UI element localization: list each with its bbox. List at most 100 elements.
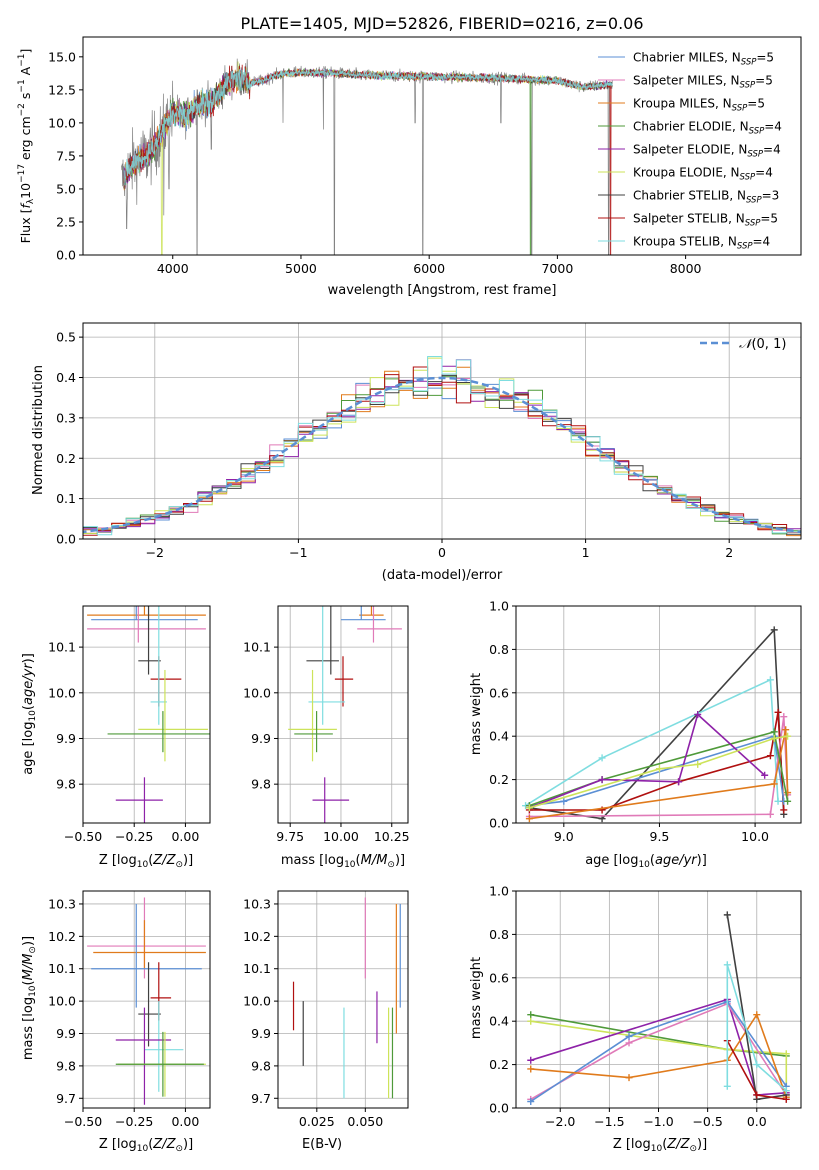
legend-nssp: =5: [747, 97, 765, 111]
series-line: [529, 730, 789, 807]
series-point: [782, 1095, 790, 1103]
legend-nssp: =5: [760, 212, 778, 226]
legend-nssp: =4: [763, 143, 781, 157]
series-point: [527, 1056, 535, 1064]
y-tick-label: 10.1: [243, 640, 271, 655]
spectrum-legend: Chabrier MILES, NSSP=5 Salpeter MILES, NS…: [598, 51, 782, 252]
series-point: [625, 1039, 633, 1047]
y-tick-label: 9.8: [56, 777, 76, 792]
x-tick-label: 9.0: [554, 829, 574, 844]
series-point: [723, 1082, 731, 1090]
x-tick-label: −0.25: [115, 1114, 153, 1129]
massweight-age-panel: 9.0 9.5 10.0 0.0 0.2 0.4 0.6 0.8 1.0 age [log10(…: [469, 599, 802, 870]
y-tick-label: 10.2: [48, 929, 76, 944]
legend-label: Chabrier MILES, NSSP=5: [633, 51, 774, 68]
x-tick-label: −1: [289, 545, 307, 560]
axes-border: [82, 36, 802, 256]
y-tick-label: 10.0: [48, 685, 76, 700]
legend-sub: SSP: [749, 127, 765, 137]
axes-frame: 0.025 0.050 9.7 9.8 9.9 10.0 10.1 10.2 10.3: [243, 890, 409, 1129]
axes-border: [277, 890, 409, 1109]
series-point: [598, 776, 606, 784]
series-point: [770, 728, 778, 736]
y-tick-label: 9.9: [56, 1026, 76, 1041]
y-tick-label: 10.1: [48, 961, 76, 976]
legend-label: Kroupa STELIB, NSSP=4: [633, 235, 770, 252]
axes-frame: 4000 5000 6000 7000 8000 0.0 2.5 5.0 7.5 10.0 12.5…: [48, 36, 802, 276]
spectrum-ylabel: Flux [fλ10−17 erg cm−2 s−1 A−1]: [17, 49, 36, 244]
y-tick-label: 10.0: [243, 685, 271, 700]
x-tick-label: 9.5: [650, 829, 670, 844]
legend-label: Kroupa MILES, NSSP=5: [633, 97, 765, 114]
y-tick-label: 0.6: [489, 685, 509, 700]
y-tick-label: 0.5: [56, 330, 76, 345]
y-tick-label: 0.8: [489, 642, 509, 657]
y-tick-label: 9.8: [251, 777, 271, 792]
series-point: [766, 676, 774, 684]
y-tick-label: 9.8: [251, 1058, 271, 1073]
residuals-ylabel: Normed distribution: [31, 365, 46, 495]
x-tick-label: −1.5: [594, 1114, 624, 1129]
x-tick-label: −0.50: [64, 829, 102, 844]
legend-nssp: =5: [755, 74, 773, 88]
age-mass-panel: 9.75 10.00 10.25 9.8 9.9 10.0 10.1 mass [log10…: [243, 605, 410, 870]
plot-marks: [83, 356, 801, 538]
x-tick-label: −2: [146, 545, 164, 560]
x-tick-label: 5000: [285, 261, 317, 276]
legend-sub: SSP: [746, 196, 762, 206]
series-point: [525, 815, 533, 823]
series-point: [625, 1032, 633, 1040]
y-tick-label: 0.0: [489, 1101, 509, 1116]
x-tick-label: 9.75: [276, 829, 304, 844]
series-point: [694, 760, 702, 768]
plot-marks: [292, 897, 401, 1099]
x-tick-label: 0.00: [171, 829, 199, 844]
series-point: [527, 1065, 535, 1073]
massweight-Z-xlabel: Z [log10(Z/Z⊙)]: [613, 1137, 707, 1154]
spectrum-panel: 4000 5000 6000 7000 8000 0.0 2.5 5.0 7.5 10.0 12.5…: [17, 36, 802, 298]
age-mass-plot-area: 9.75 10.00 10.25 9.8 9.9 10.0 10.1: [243, 605, 410, 844]
massweight-Z-ylabel: mass weight: [469, 957, 484, 1039]
series-point: [784, 732, 792, 740]
x-tick-label: 2: [725, 545, 733, 560]
x-tick-label: 10.0: [741, 829, 769, 844]
legend-nssp: =3: [762, 189, 780, 203]
y-tick-label: 0.2: [489, 772, 509, 787]
y-tick-label: 0.0: [56, 532, 76, 547]
series-line: [529, 735, 785, 807]
y-tick-label: 9.9: [56, 731, 76, 746]
y-tick-label: 12.5: [48, 82, 76, 97]
y-tick-label: 10.2: [243, 929, 271, 944]
plot-marks: [87, 606, 210, 823]
spectrum-plot-area: 4000 5000 6000 7000 8000 0.0 2.5 5.0 7.5 10.0 12.5…: [48, 36, 802, 276]
y-tick-label: 7.5: [56, 148, 76, 163]
residuals-legend: 𝒩(0, 1): [700, 337, 786, 352]
massweight-age-xlabel: age [log10(age/yr)]: [585, 853, 707, 870]
x-tick-label: 0.00: [171, 1114, 199, 1129]
x-tick-label: 4000: [157, 261, 189, 276]
legend-label: Salpeter STELIB, NSSP=5: [633, 212, 778, 229]
axes-frame: −2 −1 0 1 2 0.0 0.1 0.2 0.3 0.4 0.5: [56, 322, 802, 560]
x-tick-label: 0.0: [747, 1114, 767, 1129]
y-tick-label: 15.0: [48, 49, 76, 64]
series-point: [527, 1097, 535, 1105]
y-tick-label: 0.1: [56, 491, 76, 506]
series-line: [529, 712, 785, 811]
axes-frame: 9.0 9.5 10.0 0.0 0.2 0.4 0.6 0.8 1.0: [489, 599, 802, 844]
y-tick-label: 9.8: [56, 1058, 76, 1073]
y-tick-label: 5.0: [56, 181, 76, 196]
y-tick-label: 10.3: [243, 896, 271, 911]
figure-title: PLATE=1405, MJD=52826, FIBERID=0216, z=0…: [240, 14, 643, 33]
residuals-xlabel: (data-model)/error: [382, 568, 503, 583]
y-tick-label: 1.0: [489, 884, 509, 899]
spectrum-xlabel: wavelength [Angstrom, rest frame]: [328, 283, 557, 298]
x-tick-label: −0.5: [692, 1114, 722, 1129]
legend-sub: SSP: [741, 58, 757, 68]
series-point: [625, 1074, 633, 1082]
axes-border: [82, 890, 211, 1109]
residuals-panel: −2 −1 0 1 2 0.0 0.1 0.2 0.3 0.4 0.5 𝒩(0, 1) (data-…: [31, 322, 802, 583]
plot-marks: [121, 58, 613, 255]
series-point: [782, 726, 790, 734]
y-tick-label: 0.6: [489, 970, 509, 985]
x-tick-label: 10.00: [323, 829, 359, 844]
